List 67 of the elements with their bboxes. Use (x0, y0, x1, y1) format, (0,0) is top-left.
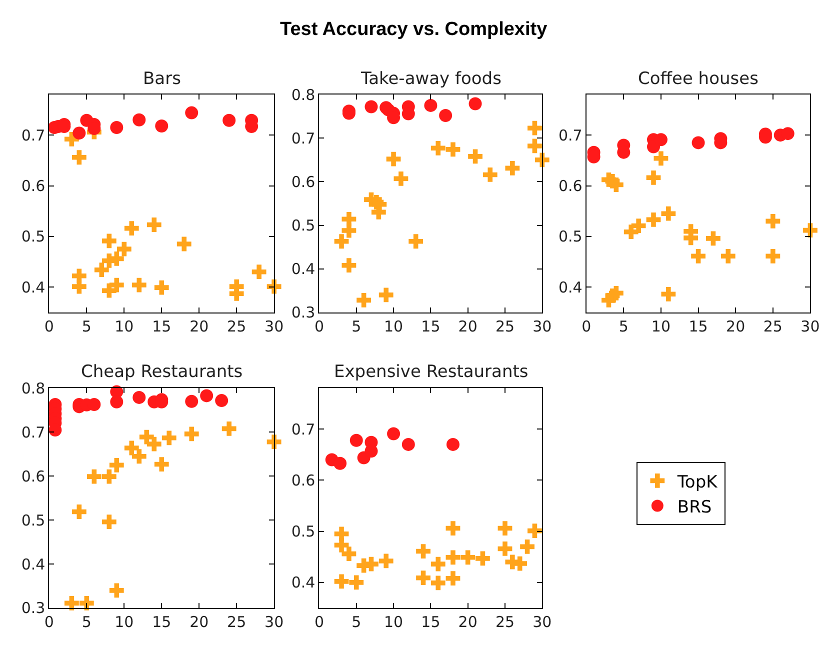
x-tick-label: 20 (458, 612, 478, 631)
x-tick-label: 0 (314, 317, 324, 336)
x-tick-label: 25 (495, 317, 515, 336)
x-tick-label: 5 (352, 612, 362, 631)
x-tick-label: 5 (618, 317, 628, 336)
x-tick-label: 5 (82, 317, 92, 336)
x-tick-label: 30 (532, 612, 552, 631)
x-tick-label: 0 (314, 612, 324, 631)
y-tick-label: 0.6 (558, 177, 582, 195)
y-tick-label: 0.6 (21, 467, 46, 486)
x-tick-label: 20 (726, 317, 746, 336)
x-tick-label: 15 (152, 612, 172, 631)
y-tick-label: 0.4 (291, 260, 316, 278)
y-tick-label: 0.7 (21, 126, 46, 144)
x-tick-label: 10 (114, 612, 134, 631)
y-tick-label: 0.7 (291, 129, 316, 148)
x-tick-label: 10 (651, 317, 671, 336)
legend-label: TopK (676, 472, 718, 492)
y-tick-label: 0.7 (21, 423, 46, 442)
chart-title: Cheap Restaurants (81, 362, 243, 382)
x-tick-label: 20 (458, 317, 478, 336)
y-tick-label: 0.4 (291, 574, 316, 592)
y-tick-label: 0.5 (291, 216, 316, 235)
y-tick-label: 0.5 (558, 228, 582, 246)
text: Test Accuracy vs. Complexity (280, 19, 548, 40)
y-tick-label: 0.3 (291, 304, 316, 322)
x-tick-label: 0 (44, 612, 54, 631)
y-tick-label: 0.6 (291, 172, 316, 191)
y-tick-label: 0.5 (291, 522, 316, 541)
x-tick-label: 20 (190, 317, 209, 336)
x-tick-label: 25 (763, 317, 782, 336)
x-tick-label: 15 (421, 612, 440, 631)
x-tick-label: 5 (82, 612, 92, 631)
x-tick-label: 5 (352, 317, 362, 336)
chart-title: Bars (143, 69, 182, 89)
x-tick-label: 0 (582, 317, 592, 336)
chart-title: Expensive Restaurants (334, 362, 528, 382)
legend-label: BRS (677, 497, 712, 518)
chart-title: Coffee houses (638, 69, 759, 89)
y-tick-label: 0.6 (21, 177, 46, 195)
x-tick-label: 10 (114, 317, 134, 336)
y-tick-label: 0.6 (291, 471, 316, 490)
x-tick-label: 15 (421, 317, 440, 336)
x-tick-label: 15 (152, 317, 172, 336)
y-tick-label: 0.3 (21, 599, 46, 618)
x-tick-label: 30 (532, 317, 552, 336)
y-tick-label: 0.5 (21, 228, 46, 246)
chart-title: Take-away foods (360, 69, 502, 89)
y-tick-label: 0.8 (21, 379, 46, 398)
x-tick-label: 25 (227, 317, 246, 336)
y-tick-label: 0.4 (558, 278, 582, 296)
x-tick-label: 25 (227, 612, 246, 631)
x-tick-label: 15 (688, 317, 708, 336)
x-tick-label: 30 (264, 317, 284, 336)
x-tick-label: 20 (190, 612, 209, 631)
x-tick-label: 30 (800, 317, 820, 336)
y-tick-label: 0.7 (558, 126, 582, 144)
x-tick-label: 25 (495, 612, 515, 631)
x-tick-label: 0 (44, 317, 54, 336)
x-tick-label: 10 (384, 612, 404, 631)
x-tick-label: 30 (264, 612, 284, 631)
y-tick-label: 0.4 (21, 555, 46, 574)
y-tick-label: 0.7 (291, 420, 316, 438)
y-tick-label: 0.5 (21, 511, 46, 530)
y-tick-label: 0.4 (21, 278, 46, 296)
x-tick-label: 10 (384, 317, 404, 336)
y-tick-label: 0.8 (291, 86, 316, 104)
